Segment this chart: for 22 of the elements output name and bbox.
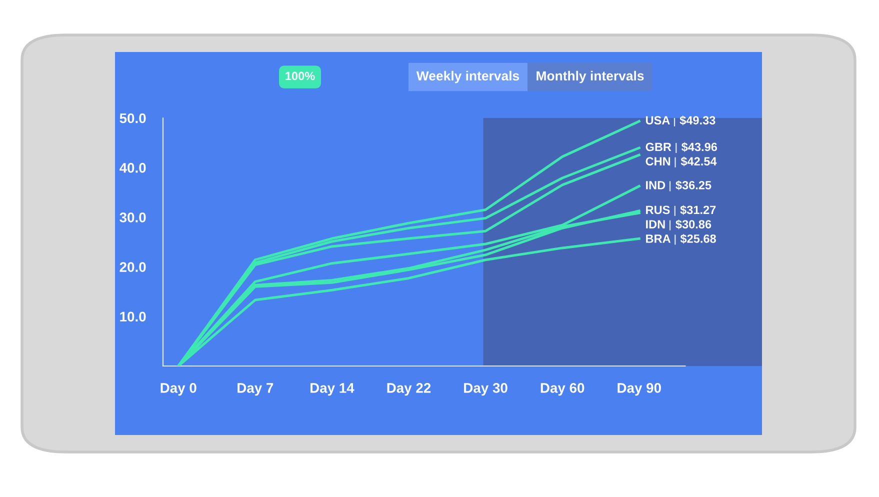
text: USA $49.33 <box>646 116 716 126</box>
text: GBR $43.96 <box>646 142 718 152</box>
text: Monthly intervals <box>536 70 644 84</box>
y-tick-label: 20.0 <box>120 262 146 272</box>
text: BRA $25.68 <box>646 234 716 244</box>
text: 100% <box>286 72 315 80</box>
text: RUS $31.27 <box>646 205 716 215</box>
y-tick-label: 40.0 <box>120 162 146 173</box>
x-tick-label: Day 0 <box>160 383 196 396</box>
x-tick-label: Day 90 <box>618 383 661 396</box>
x-tick-label: Day 30 <box>464 383 508 396</box>
text: CHN $42.54 <box>646 156 717 166</box>
y-tick-label: 10.0 <box>120 312 146 322</box>
text: IDN $30.86 <box>646 220 712 230</box>
x-tick-label: Day 14 <box>310 383 354 396</box>
x-tick-label: Day 7 <box>238 383 274 396</box>
text: IND $36.25 <box>646 180 712 190</box>
x-tick-label: Day 22 <box>387 383 431 396</box>
x-tick-label: Day 60 <box>540 383 584 396</box>
y-tick-label: 50.0 <box>120 113 146 124</box>
y-tick-label: 30.0 <box>120 212 146 222</box>
text: Weekly intervals <box>416 70 520 84</box>
